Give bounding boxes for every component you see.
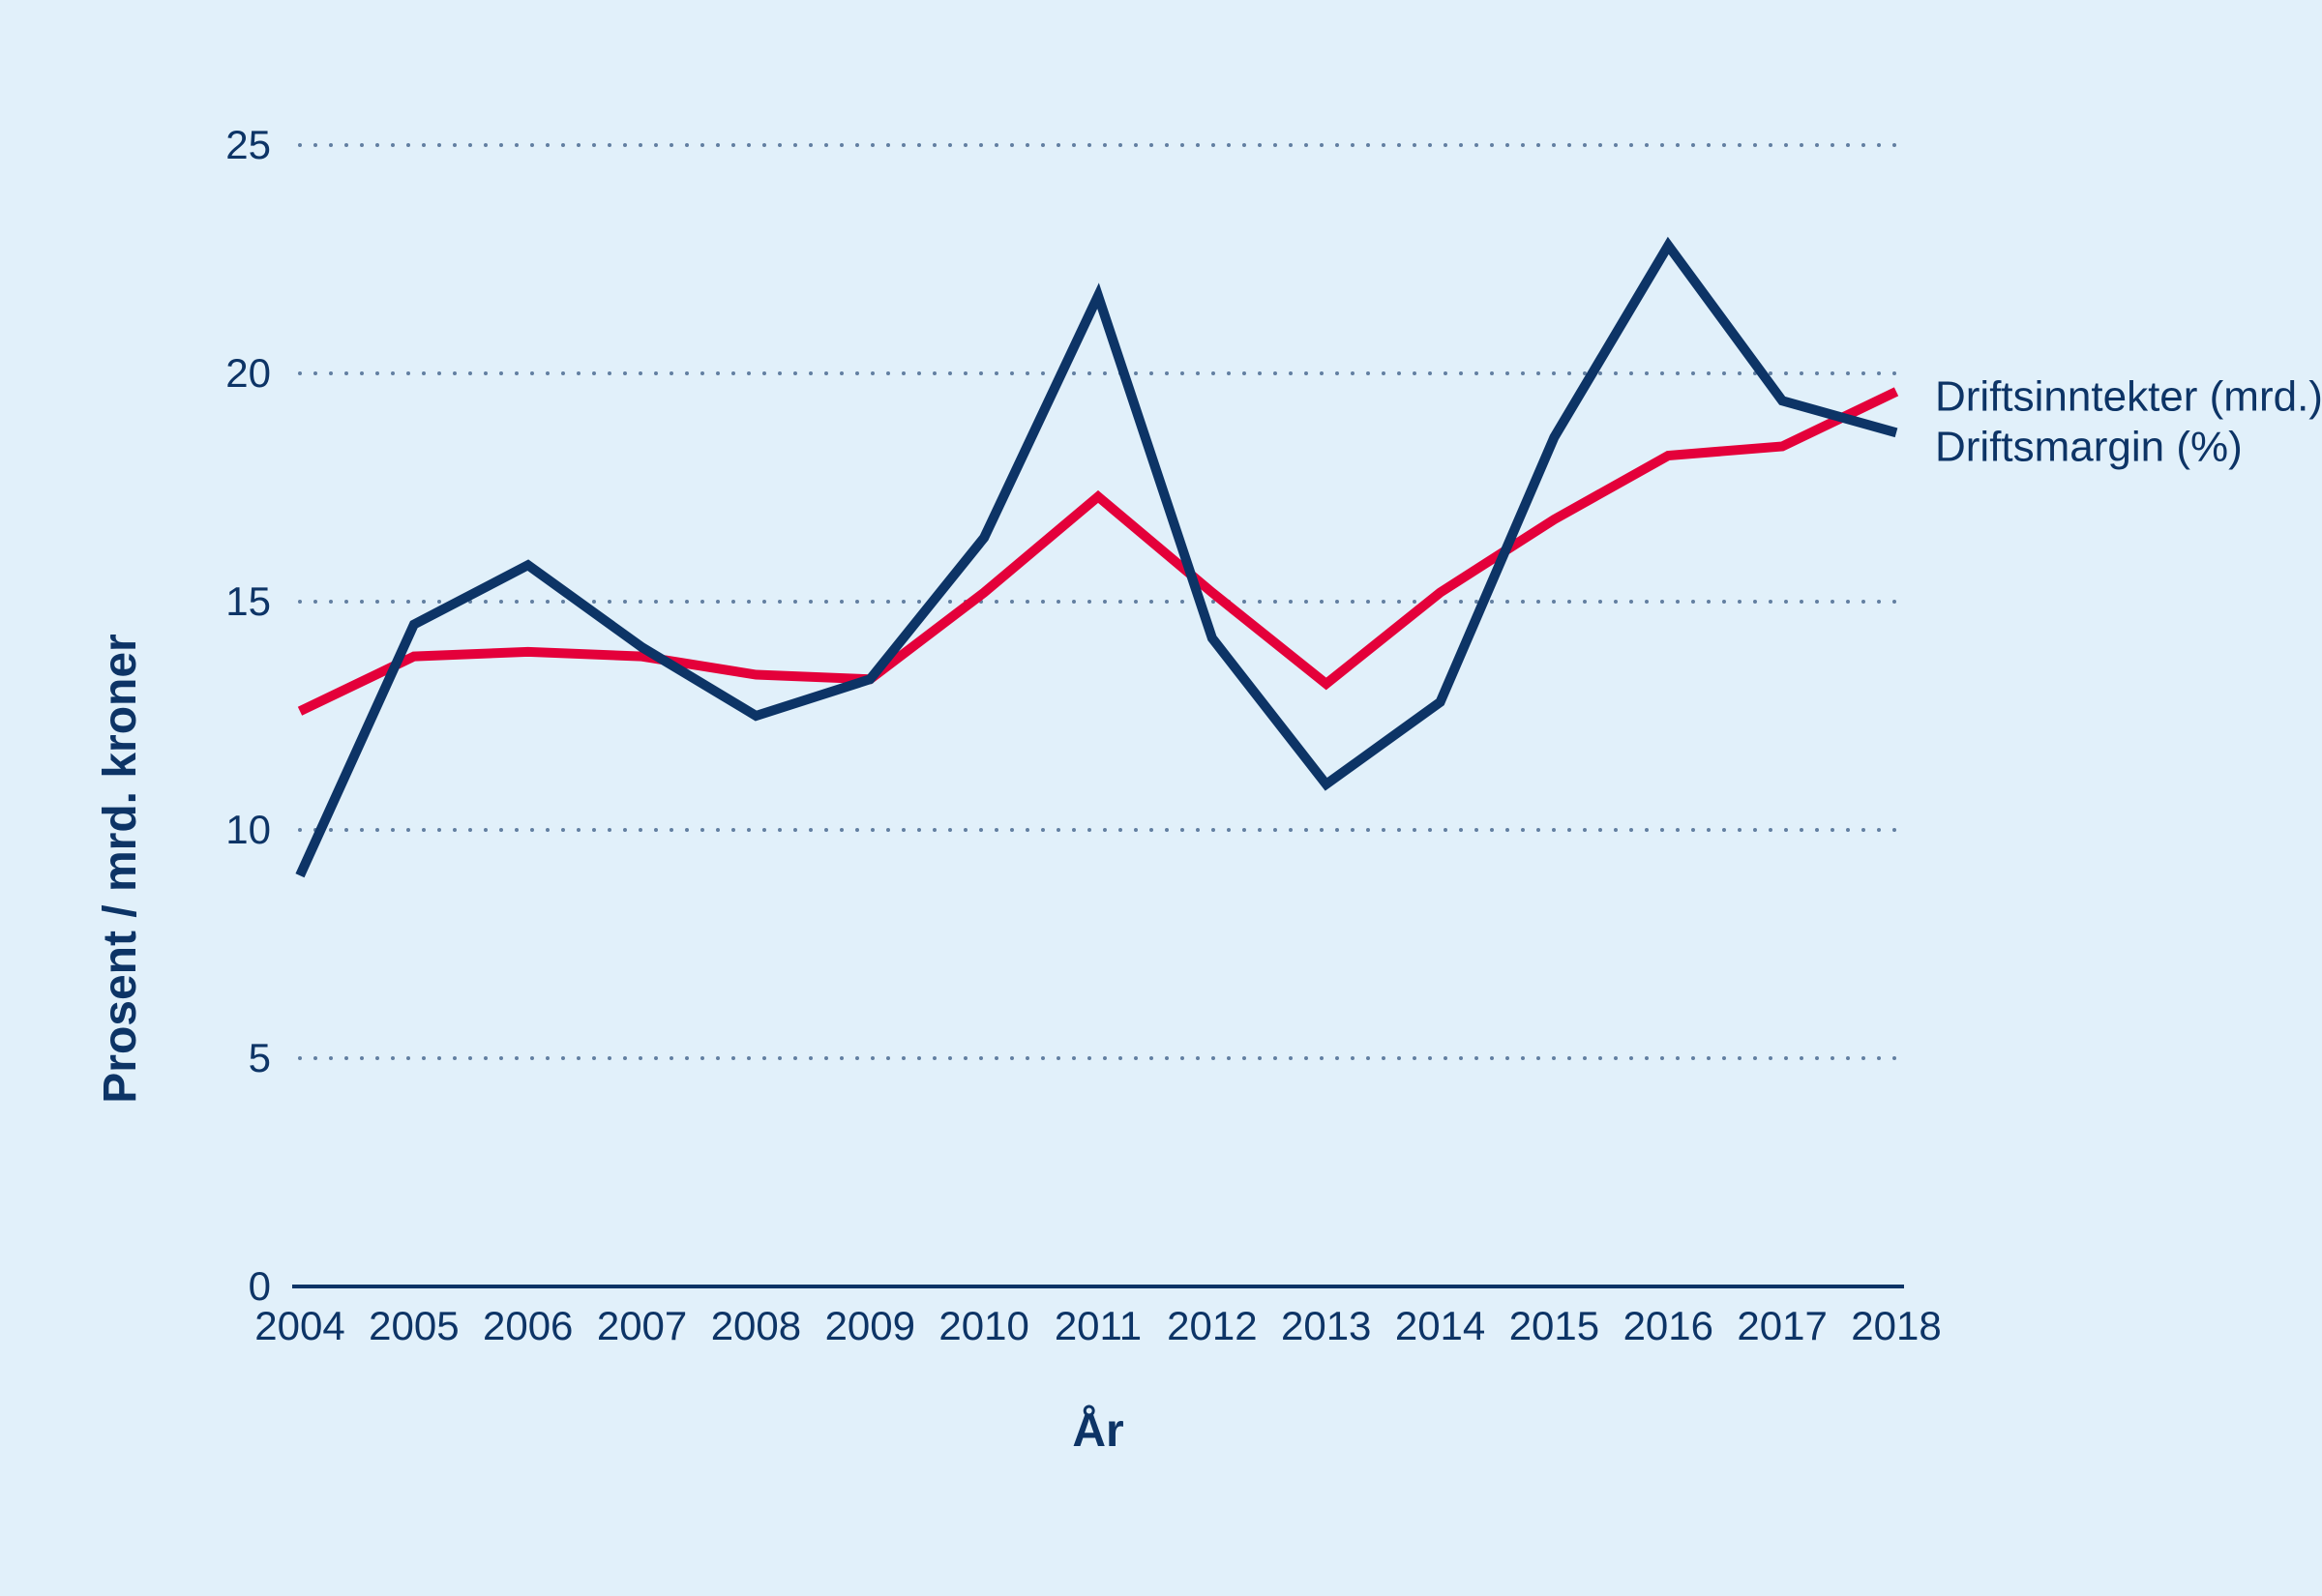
x-tick-label: 2012 bbox=[1167, 1303, 1257, 1348]
x-tick-label: 2010 bbox=[938, 1303, 1028, 1348]
x-tick-label: 2015 bbox=[1509, 1303, 1599, 1348]
x-tick-label: 2013 bbox=[1281, 1303, 1371, 1348]
y-tick-label: 0 bbox=[249, 1263, 271, 1309]
legend-label-1: Driftsmargin (%) bbox=[1935, 424, 2243, 471]
y-tick-label: 25 bbox=[225, 122, 271, 167]
chart-svg: 0 5 10 15 20 25 2004 2005 2006 2007 2008 2009 2010 20… bbox=[0, 0, 2322, 1596]
y-tick-label: 10 bbox=[225, 807, 271, 852]
x-tick-label: 2005 bbox=[369, 1303, 459, 1348]
x-tick-label: 2016 bbox=[1623, 1303, 1713, 1348]
x-tick-label: 2009 bbox=[825, 1303, 915, 1348]
x-tick-label: 2004 bbox=[254, 1303, 344, 1348]
y-tick-label: 15 bbox=[225, 578, 271, 624]
x-tick-label: 2006 bbox=[483, 1303, 573, 1348]
x-tick-label: 2008 bbox=[711, 1303, 801, 1348]
x-axis-title: År bbox=[1072, 1404, 1123, 1457]
y-axis-title: Prosent / mrd. kroner bbox=[95, 634, 146, 1103]
y-tick-label: 5 bbox=[249, 1035, 271, 1080]
y-tick-label: 20 bbox=[225, 350, 271, 396]
legend-label-0: Driftsinntekter (mrd.) bbox=[1935, 373, 2322, 421]
x-tick-label: 2018 bbox=[1851, 1303, 1941, 1348]
x-tick-label: 2017 bbox=[1737, 1303, 1827, 1348]
line-chart: 0 5 10 15 20 25 2004 2005 2006 2007 2008 2009 2010 20… bbox=[0, 0, 2322, 1596]
x-tick-label: 2014 bbox=[1395, 1303, 1485, 1348]
x-tick-label: 2007 bbox=[597, 1303, 687, 1348]
x-tick-label: 2011 bbox=[1055, 1303, 1142, 1348]
